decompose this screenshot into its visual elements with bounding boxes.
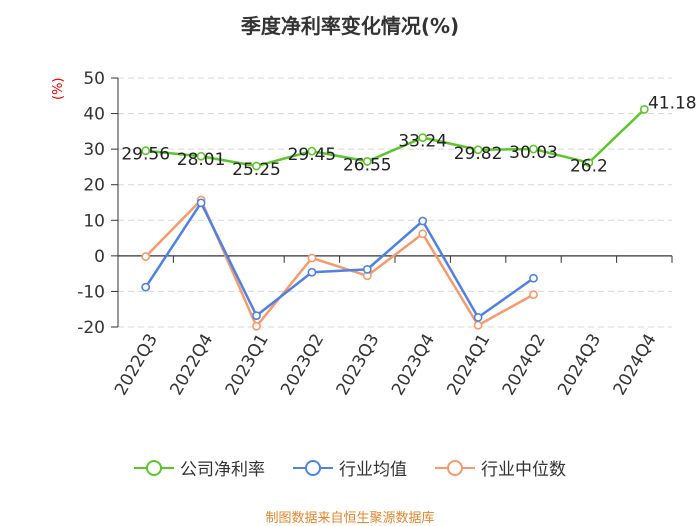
data-label: 29.45 [288,145,337,165]
company-series-point [639,104,649,114]
company-series-point [307,146,317,156]
x-tick-label: 2024Q2 [499,331,550,399]
line-marker-icon [293,459,333,476]
x-axis-ticks: 2022Q3 2022Q4 2023Q1 2023Q2 2023Q3 2023Q4 2024… [111,330,661,398]
industry-median-series-point [141,252,151,261]
industry-median-series-point [529,290,538,300]
industry-mean-series-point [196,198,206,208]
company-series-point [584,158,594,168]
y-tick-label: -10 [77,282,105,302]
industry-mean-series-line [144,201,535,319]
y-tick-label: 10 [83,211,105,231]
industry-median-series-point [473,320,483,330]
x-tick-label: 2023Q2 [277,331,328,399]
company-series-point [196,151,206,161]
industry-mean-series-point [473,312,483,322]
data-label: 33.24 [398,132,447,152]
data-labels: 29.56 28.01 25.25 29.45 26.55 33.24 29.82 30.03… [121,93,696,180]
x-tick-label: 2023Q1 [222,331,273,399]
series-points [141,104,649,331]
x-tick-label: 2023Q3 [333,331,384,399]
industry-median-series-line [144,198,535,328]
y-tick-label: 50 [83,69,105,89]
y-tick-label: 30 [83,140,105,160]
legend: 公司净利率 行业均值 行业中位数 [0,455,700,480]
company-series-point [252,161,261,171]
x-tick-label: 2024Q1 [443,330,494,398]
company-series-point [141,146,151,156]
industry-mean-series-point [141,282,151,292]
industry-mean-series-point [362,264,372,274]
industry-mean-series-point [529,273,538,283]
data-label: 26.2 [570,157,608,177]
data-label: 26.55 [343,155,392,175]
data-label: 29.56 [121,145,170,165]
company-series-point [362,157,372,166]
x-tick-label: 2023Q4 [388,331,439,399]
y-tick-label: -20 [77,318,105,338]
legend-label-industry-median: 行业中位数 [481,460,566,480]
company-series-line [145,108,646,168]
industry-mean-series-point [418,216,428,226]
company-series-point [473,145,483,155]
data-label: 41.18 [648,93,697,113]
legend-label-company: 公司净利率 [180,460,265,480]
y-tick-label: 20 [83,176,105,196]
line-marker-icon [435,459,475,476]
source-note: 制图数据来自恒生聚源数据库 [265,511,435,526]
line-marker-icon [134,459,174,476]
industry-median-series-point [252,321,261,331]
data-label: 29.82 [454,144,503,164]
company-series-point [418,133,428,143]
x-axis [117,255,673,263]
data-label: 28.01 [177,150,226,170]
legend-item-industry-mean[interactable]: 行业均值 [293,455,407,480]
legend-item-company[interactable]: 公司净利率 [134,455,265,480]
y-tick-label: 0 [94,247,105,267]
x-tick-label: 2022Q4 [166,331,217,399]
x-tick-label: 2024Q3 [554,331,605,399]
x-tick-label: 2024Q4 [610,331,661,399]
series-lines [144,108,646,328]
y-tick-label: 40 [83,105,105,125]
industry-mean-series-point [307,267,317,277]
legend-item-industry-median[interactable]: 行业中位数 [435,455,566,480]
industry-median-series-point [307,253,317,263]
x-tick-label: 2022Q3 [111,331,162,399]
legend-label-industry-mean: 行业均值 [339,460,407,480]
data-label: 30.03 [509,143,558,163]
data-label: 25.25 [232,160,281,180]
industry-median-series-point [418,229,428,239]
chart-title: 季度净利率变化情况(%) [240,14,460,38]
y-axis-ticks: 50 40 30 20 10 0 -10 -20 [77,69,119,338]
industry-mean-series-point [252,311,261,321]
company-series-point [529,144,538,154]
